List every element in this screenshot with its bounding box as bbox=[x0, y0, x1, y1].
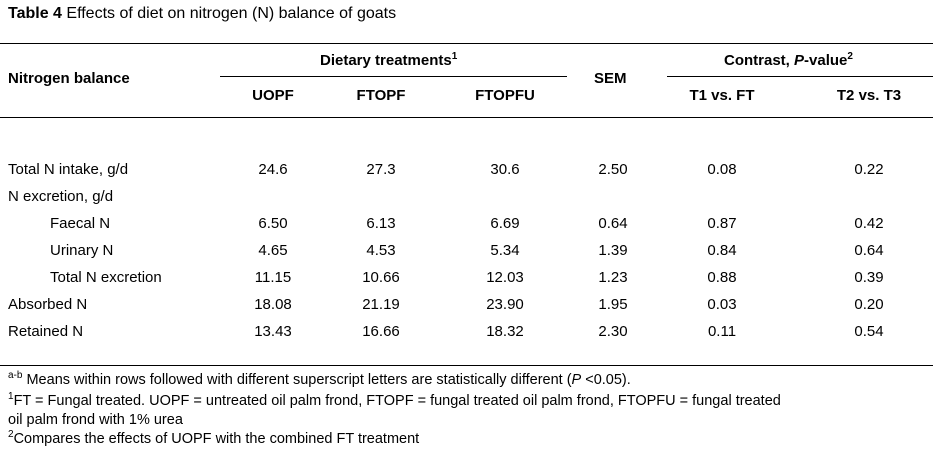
footnote-ab-text: Means within rows followed with differen… bbox=[22, 372, 572, 388]
row-label-retained-n: Retained N bbox=[8, 323, 84, 340]
table-cell: 0.64 bbox=[598, 215, 628, 232]
table-cell: 30.6 bbox=[490, 161, 520, 178]
table-cell: 0.20 bbox=[854, 296, 884, 313]
table-cell: 0.11 bbox=[707, 323, 737, 340]
table-title: Table 4 Effects of diet on nitrogen (N) … bbox=[8, 5, 396, 23]
table-cell: 5.34 bbox=[490, 242, 520, 259]
table-cell: 1.95 bbox=[598, 296, 628, 313]
footnote-ab-marker: a-b bbox=[8, 370, 23, 382]
table-cell: 0.03 bbox=[707, 296, 737, 313]
contrast-label-post: -value bbox=[804, 52, 848, 69]
table-cell: 1.23 bbox=[598, 269, 628, 286]
treatments-group-label: Dietary treatments bbox=[320, 52, 452, 69]
col-header-t2-vs-t3: T2 vs. T3 bbox=[836, 87, 902, 104]
col-header-ftopfu: FTOPFU bbox=[475, 87, 535, 104]
contrast-rule bbox=[667, 76, 933, 77]
treatments-rule bbox=[220, 76, 567, 77]
table-number: Table 4 bbox=[8, 5, 62, 22]
contrast-label-pre: Contrast, bbox=[724, 52, 795, 69]
table-cell: 11.15 bbox=[254, 269, 292, 286]
footnote-1-continued: oil palm frond with 1% urea bbox=[8, 412, 183, 428]
col-header-uopf: UOPF bbox=[252, 87, 294, 104]
bottom-rule bbox=[0, 365, 933, 366]
row-label-n-excretion: N excretion, g/d bbox=[8, 188, 114, 205]
table-cell: 0.22 bbox=[854, 161, 884, 178]
table-cell: 0.84 bbox=[707, 242, 737, 259]
col-header-ftopf: FTOPF bbox=[356, 87, 406, 104]
treatments-group-sup: 1 bbox=[451, 51, 458, 62]
table-cell: 0.42 bbox=[854, 215, 884, 232]
table-cell: 18.08 bbox=[254, 296, 292, 313]
table-cell: 13.43 bbox=[254, 323, 292, 340]
footnote-2-marker: 2 bbox=[8, 429, 14, 441]
table-cell: 0.64 bbox=[854, 242, 884, 259]
footnote-2: 2Compares the effects of UOPF with the c… bbox=[8, 429, 420, 448]
row-label-total-n-excretion: Total N excretion bbox=[50, 269, 162, 286]
table-cell: 18.32 bbox=[486, 323, 524, 340]
table-cell: 0.39 bbox=[854, 269, 884, 286]
contrast-group-sup: 2 bbox=[847, 51, 853, 62]
table-cell: 16.66 bbox=[362, 323, 400, 340]
table-cell: 2.50 bbox=[598, 161, 628, 178]
row-label-faecal-n: Faecal N bbox=[50, 215, 111, 232]
table-cell: 10.66 bbox=[362, 269, 400, 286]
table-cell: 6.13 bbox=[366, 215, 396, 232]
contrast-label-p: P bbox=[794, 52, 805, 69]
treatments-group-header: Dietary treatments1 bbox=[320, 51, 458, 70]
contrast-group-header: Contrast, P-value2 bbox=[724, 51, 853, 70]
header-bottom-rule bbox=[0, 117, 933, 118]
footnote-ab: a-b Means within rows followed with diff… bbox=[8, 370, 631, 389]
footnote-ab-end: <0.05). bbox=[581, 372, 631, 388]
row-header-label: Nitrogen balance bbox=[8, 70, 130, 87]
table-cell: 0.87 bbox=[707, 215, 737, 232]
row-label-urinary-n: Urinary N bbox=[50, 242, 114, 259]
footnote-1-line1: FT = Fungal treated. UOPF = untreated oi… bbox=[13, 393, 781, 409]
table-cell: 4.65 bbox=[258, 242, 288, 259]
table-cell: 27.3 bbox=[366, 161, 396, 178]
table-cell: 24.6 bbox=[258, 161, 288, 178]
top-rule bbox=[0, 43, 933, 44]
col-header-t1-vs-ft: T1 vs. FT bbox=[689, 87, 755, 104]
table-cell: 12.03 bbox=[486, 269, 524, 286]
table-cell: 2.30 bbox=[598, 323, 628, 340]
table-cell: 6.69 bbox=[490, 215, 520, 232]
footnote-2-text: Compares the effects of UOPF with the co… bbox=[13, 431, 420, 447]
table-cell: 0.54 bbox=[854, 323, 884, 340]
footnote-1-marker: 1 bbox=[8, 391, 14, 403]
table-cell: 23.90 bbox=[486, 296, 524, 313]
table-cell: 0.08 bbox=[707, 161, 737, 178]
row-label-absorbed-n: Absorbed N bbox=[8, 296, 88, 313]
sem-header: SEM bbox=[594, 70, 627, 87]
table-caption: Effects of diet on nitrogen (N) balance … bbox=[61, 5, 397, 22]
table-cell: 21.19 bbox=[362, 296, 400, 313]
table-cell: 0.88 bbox=[707, 269, 737, 286]
footnote-ab-p: P bbox=[571, 372, 582, 388]
table-cell: 6.50 bbox=[258, 215, 288, 232]
table-cell: 1.39 bbox=[598, 242, 628, 259]
footnote-1: 1FT = Fungal treated. UOPF = untreated o… bbox=[8, 391, 781, 410]
row-label-total-n-intake: Total N intake, g/d bbox=[8, 161, 129, 178]
table-cell: 4.53 bbox=[366, 242, 396, 259]
